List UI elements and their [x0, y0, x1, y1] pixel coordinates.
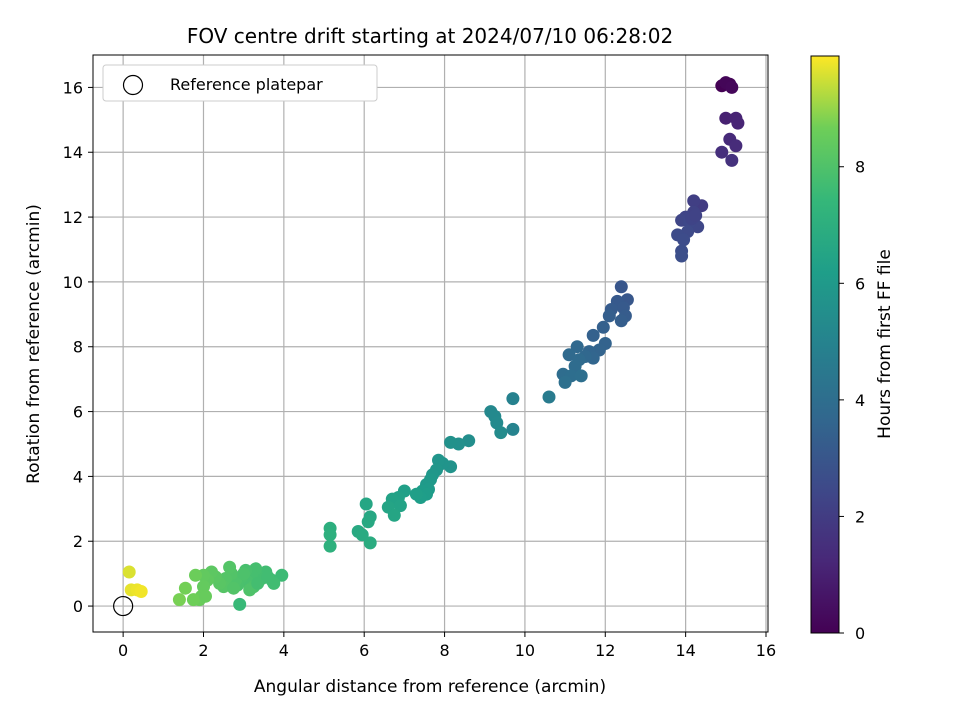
y-tick-label: 10 [63, 273, 83, 292]
data-points [122, 76, 745, 611]
data-point [178, 581, 192, 595]
x-tick-label: 2 [198, 641, 208, 660]
x-tick-label: 0 [118, 641, 128, 660]
data-point [614, 280, 628, 294]
data-point [409, 487, 423, 501]
data-point [731, 116, 745, 130]
data-point [542, 390, 556, 404]
legend-marker [122, 74, 144, 96]
data-point [596, 320, 610, 334]
y-tick-label: 6 [73, 403, 83, 422]
data-point [729, 139, 743, 153]
data-point [574, 369, 588, 383]
x-tick-label: 8 [439, 641, 449, 660]
data-point [251, 576, 265, 590]
plot-frame [92, 54, 769, 633]
x-tick-label: 12 [595, 641, 615, 660]
data-point [725, 80, 739, 94]
data-point [186, 593, 200, 607]
colorbar-label: Hours from first FF file [875, 249, 895, 439]
data-point [197, 580, 210, 594]
legend-entry: Reference platepar [170, 75, 323, 94]
x-tick-label: 14 [675, 641, 695, 660]
data-point [687, 194, 701, 208]
x-axis-ticks: 0 2 4 6 8 10 12 14 16 [118, 632, 776, 660]
grid-lines [93, 55, 768, 632]
x-tick-label: 16 [756, 641, 776, 660]
data-point [677, 233, 691, 247]
data-point [261, 570, 275, 584]
data-point [172, 593, 186, 607]
data-point [715, 145, 729, 159]
data-point [558, 375, 572, 389]
data-point [275, 568, 289, 582]
y-tick-label: 14 [63, 143, 83, 162]
data-point [323, 539, 337, 553]
x-tick-label: 4 [279, 641, 289, 660]
data-point [586, 328, 600, 342]
data-point [725, 153, 739, 167]
data-point [719, 111, 733, 125]
data-point [602, 309, 616, 323]
data-point [675, 249, 689, 263]
y-tick-label: 0 [73, 597, 83, 616]
x-axis-label: Angular distance from reference (arcmin) [254, 677, 606, 697]
data-point [614, 314, 628, 328]
data-point [462, 434, 476, 448]
x-tick-label: 6 [359, 641, 369, 660]
colorbar: 0 2 4 6 8 Hours from first FF file [810, 55, 895, 643]
data-point [506, 392, 520, 406]
data-point [227, 581, 241, 595]
colorbar-tick-label: 8 [855, 158, 865, 177]
y-axis-label: Rotation from reference (arcmin) [24, 204, 44, 484]
data-point [359, 497, 373, 511]
colorbar-tick-label: 4 [855, 391, 865, 410]
data-point [223, 560, 237, 574]
data-point [233, 597, 247, 611]
chart-title: FOV centre drift starting at 2024/07/10 … [187, 24, 673, 48]
colorbar-tick-label: 2 [855, 507, 865, 526]
y-tick-label: 8 [73, 338, 83, 357]
legend-box [102, 64, 378, 102]
data-point [134, 585, 148, 598]
y-tick-label: 16 [63, 78, 83, 97]
x-tick-label: 10 [515, 641, 535, 660]
data-point [323, 528, 337, 542]
legend: Reference platepar [102, 64, 378, 102]
y-axis-ticks: 0 2 4 6 8 10 12 14 16 [63, 78, 93, 616]
data-point [189, 568, 202, 582]
data-point [355, 528, 369, 542]
data-point [444, 435, 458, 449]
data-point [363, 536, 377, 550]
colorbar-gradient [810, 55, 840, 634]
y-tick-label: 4 [73, 467, 83, 486]
data-point [570, 340, 584, 354]
data-point [237, 567, 251, 581]
colorbar-tick-label: 6 [855, 274, 865, 293]
data-point [393, 499, 407, 513]
data-point [506, 422, 520, 436]
colorbar-tick-label: 0 [855, 624, 865, 643]
reference-marker [113, 595, 134, 617]
data-point [387, 508, 401, 522]
data-point [432, 453, 445, 467]
data-point [689, 209, 703, 222]
colorbar-ticks: 0 2 4 6 8 [839, 158, 865, 643]
data-point [199, 589, 212, 603]
data-point [122, 565, 136, 579]
data-point [562, 348, 576, 362]
data-point [361, 515, 375, 529]
y-tick-label: 2 [73, 532, 83, 551]
reference-point [113, 595, 134, 617]
data-point [494, 426, 508, 440]
y-tick-label: 12 [63, 208, 83, 227]
